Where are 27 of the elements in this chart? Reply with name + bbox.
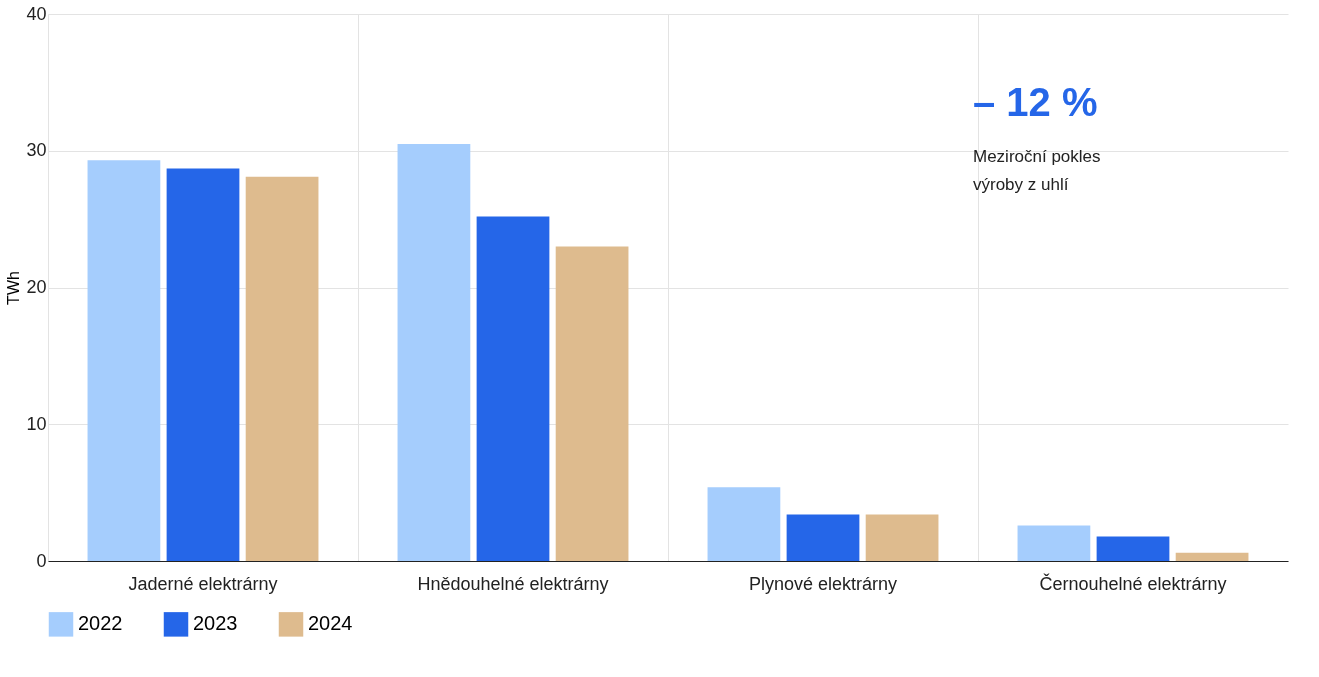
y-tick-label: 0 bbox=[36, 550, 47, 571]
x-tick-label: Plynové elektrárny bbox=[748, 573, 898, 594]
bar bbox=[555, 246, 629, 561]
bar bbox=[1175, 552, 1249, 561]
bar bbox=[245, 176, 319, 561]
bar bbox=[1096, 536, 1170, 561]
y-tick-label: 10 bbox=[26, 413, 47, 434]
x-tick-label: Jaderné elektrárny bbox=[128, 573, 278, 594]
y-tick-label: 20 bbox=[26, 277, 47, 297]
y-axis-title: TWh bbox=[5, 271, 23, 305]
bar bbox=[476, 216, 550, 561]
bar bbox=[87, 160, 161, 561]
y-tick-label: 30 bbox=[26, 140, 47, 161]
bar bbox=[166, 168, 240, 561]
legend-label: 2024 bbox=[308, 612, 353, 635]
x-tick-label: Hnědouhelné elektrárny bbox=[417, 573, 609, 594]
bar bbox=[1017, 525, 1091, 561]
legend-label: 2023 bbox=[193, 612, 238, 635]
annotation: Meziroční pokles výroby z uhlí bbox=[973, 147, 1101, 194]
annotation: – 12 % bbox=[973, 80, 1098, 124]
bar bbox=[786, 514, 860, 561]
legend-label: 2022 bbox=[78, 612, 123, 635]
y-tick-label: 40 bbox=[26, 3, 47, 24]
bar bbox=[865, 514, 939, 561]
x-tick-label: Černouhelné elektrárny bbox=[1039, 572, 1227, 594]
bar bbox=[707, 487, 781, 561]
bar bbox=[397, 143, 471, 561]
